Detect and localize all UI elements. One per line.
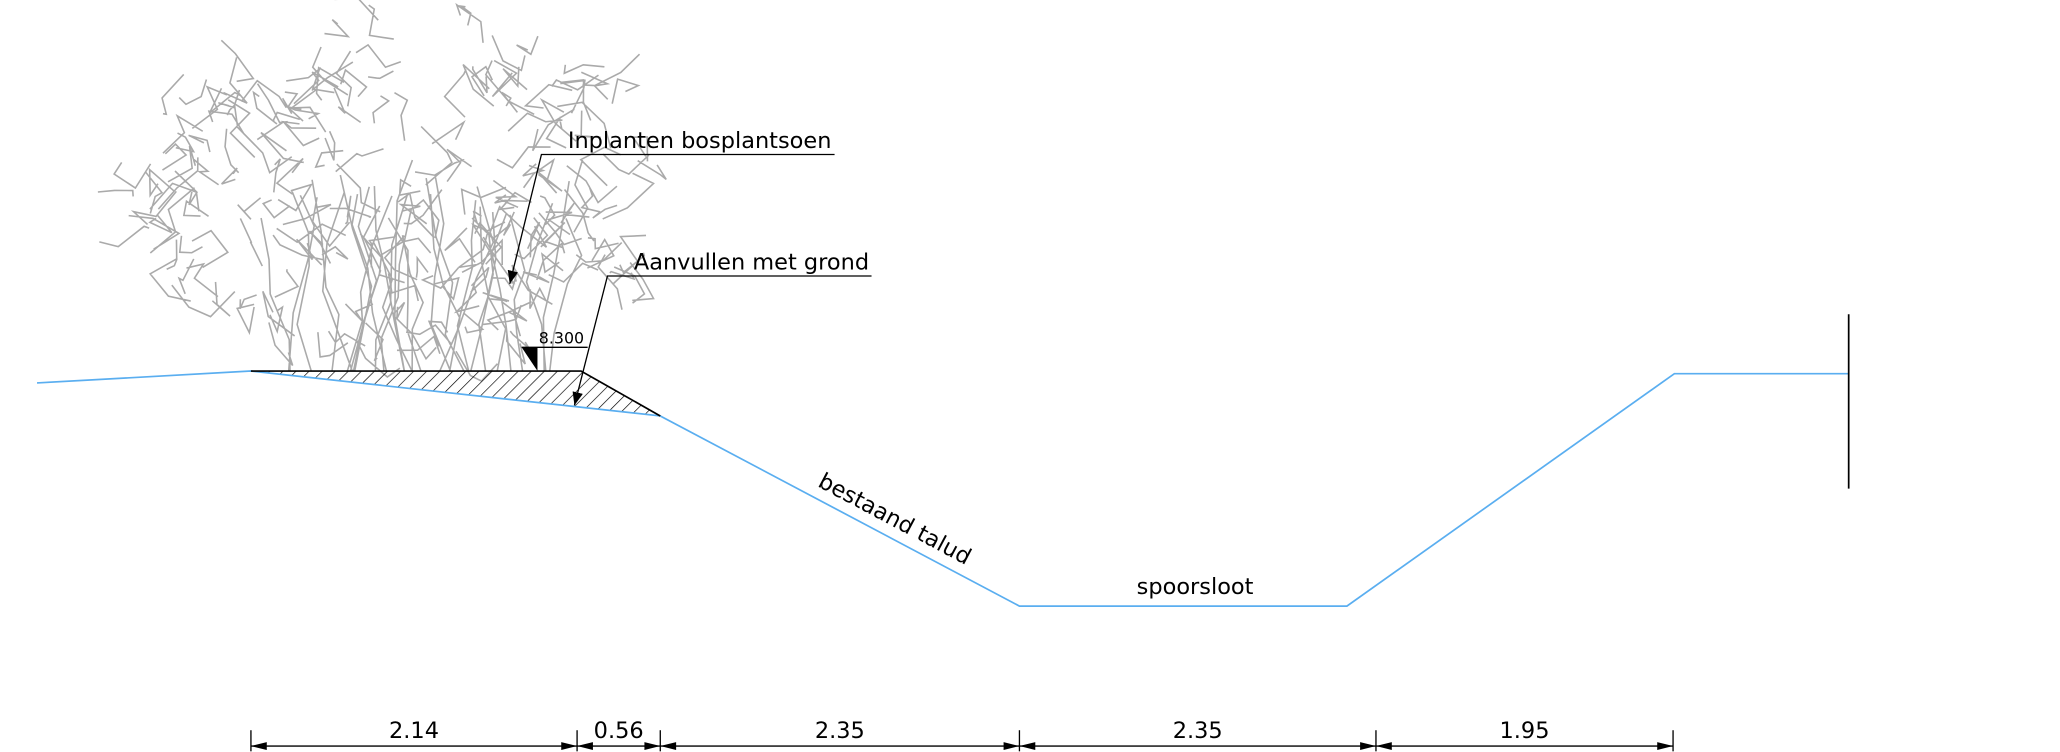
dimension-label: 1.95 bbox=[1500, 718, 1550, 744]
ditch-label: spoorsloot bbox=[1137, 574, 1254, 600]
level-label: 8.300 bbox=[539, 328, 584, 347]
fill-leader bbox=[572, 275, 872, 406]
shrub-branches bbox=[97, 0, 667, 383]
fill-label: Aanvullen met grond bbox=[634, 249, 869, 275]
planting-leader bbox=[507, 153, 835, 285]
shrub-symbol bbox=[97, 0, 667, 383]
ground-line bbox=[36, 370, 1849, 607]
dimension-label: 2.35 bbox=[1173, 718, 1223, 744]
dimension-label: 0.56 bbox=[594, 718, 644, 744]
dimension-label: 2.14 bbox=[389, 718, 439, 744]
dimension-chain: 2.14 0.56 2.35 2.35 1.95 bbox=[250, 718, 1674, 752]
fill-outline bbox=[250, 370, 661, 417]
slope-label: bestaand talud bbox=[814, 468, 975, 570]
planting-label: Inplanten bosplantsoen bbox=[568, 128, 832, 154]
dimension-label: 2.35 bbox=[815, 718, 865, 744]
